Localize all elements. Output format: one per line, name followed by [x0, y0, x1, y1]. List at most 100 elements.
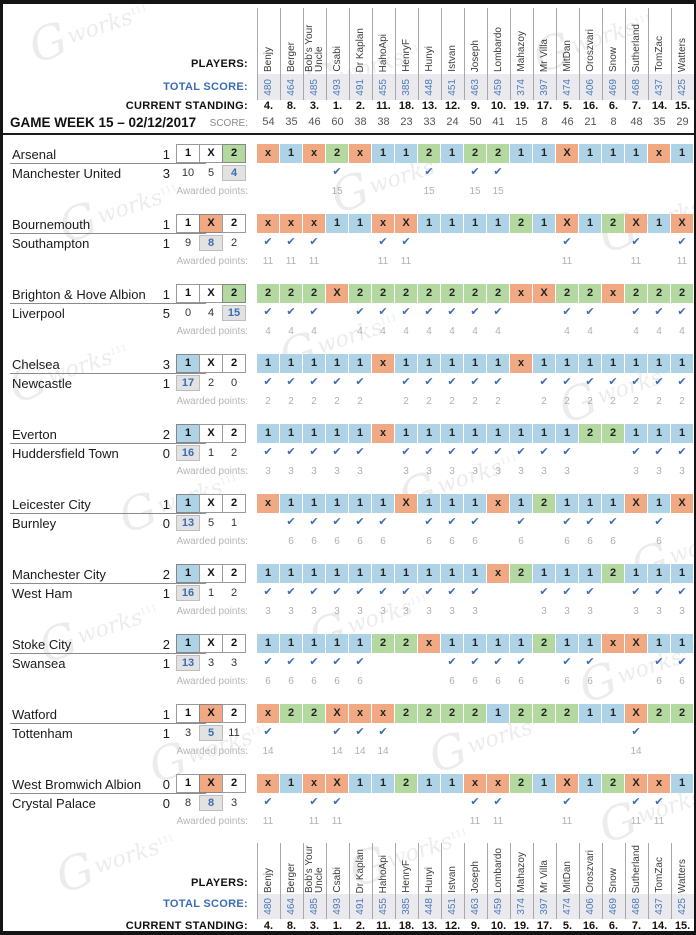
prediction-cell: 1 — [533, 774, 555, 793]
team-underline — [10, 653, 206, 654]
player-total-cell: 491 — [349, 74, 372, 100]
prediction-cell: 1 — [579, 704, 601, 723]
prediction-cell: 1 — [648, 564, 670, 583]
prediction-cell: 1 — [441, 774, 463, 793]
match-block: West Bromwich Albion 0 Crystal Palace 0 Awar… — [0, 774, 696, 844]
prediction-cell: 1 — [510, 424, 532, 443]
correct-check-icon: ✔ — [263, 726, 273, 738]
awarded-points-value: 11 — [308, 816, 320, 827]
column-divider — [326, 8, 327, 100]
correct-check-icon: ✔ — [424, 306, 434, 318]
prediction-cell: 1 — [464, 634, 486, 653]
prediction-cell: 1 — [280, 144, 302, 163]
player-name-cell: Sutherland — [625, 8, 648, 72]
team-underline — [10, 793, 206, 794]
prediction-cell: 1 — [671, 564, 693, 583]
home-team-score: 1 — [162, 497, 170, 512]
prediction-cell: 1 — [326, 634, 348, 653]
outcome-header-cell: 1 — [176, 284, 200, 303]
prediction-cell: 1 — [303, 424, 325, 443]
correct-check-icon: ✔ — [263, 446, 273, 458]
awarded-points-value: 6 — [518, 676, 524, 687]
column-divider — [303, 8, 304, 100]
prediction-cell: 2 — [671, 704, 693, 723]
away-team-score: 1 — [162, 236, 170, 251]
player-total-score: 448 — [424, 898, 435, 915]
prediction-cell: x — [487, 494, 509, 513]
correct-check-icon: ✔ — [562, 516, 572, 528]
correct-check-icon: ✔ — [539, 376, 549, 388]
awarded-points-value: 6 — [679, 676, 685, 687]
outcome-count: 1 — [207, 587, 215, 599]
player-name-cell: Benjy — [257, 8, 280, 72]
correct-check-icon: ✔ — [493, 376, 503, 388]
prediction-cell: 2 — [487, 144, 509, 163]
outcome-count: 5 — [199, 725, 223, 741]
correct-check-icon: ✔ — [631, 586, 641, 598]
player-total-cell: 385 — [395, 74, 418, 100]
player-total-cell: 469 — [602, 74, 625, 100]
player-total-score: 480 — [263, 78, 274, 96]
player-standing: 17. — [536, 920, 553, 932]
prediction-cell: 1 — [280, 634, 302, 653]
player-name: Csabi — [331, 46, 343, 72]
player-standing: 12. — [444, 100, 461, 112]
prediction-cell: 1 — [395, 564, 417, 583]
correct-check-icon: ✔ — [332, 166, 342, 178]
prediction-cell: 1 — [257, 354, 279, 373]
player-standing: 1. — [332, 920, 343, 932]
prediction-cell: X — [625, 634, 647, 653]
away-team-score: 3 — [162, 166, 170, 181]
player-week-score: 29 — [676, 116, 689, 128]
player-standing: 3. — [309, 100, 320, 112]
home-team-name: Manchester City — [12, 567, 106, 582]
prediction-cell: 2 — [349, 284, 371, 303]
player-standing: 15. — [674, 920, 691, 932]
outcome-count: 3 — [230, 797, 238, 809]
player-name-cell: Snow — [602, 8, 625, 72]
prediction-cell: 1 — [441, 564, 463, 583]
player-standing: 11. — [376, 100, 391, 112]
prediction-cell: 1 — [579, 354, 601, 373]
awarded-points-value: 2 — [288, 396, 294, 407]
prediction-cell: 2 — [579, 284, 601, 303]
prediction-cell: 2 — [533, 704, 555, 723]
player-name-cell: Csabi — [326, 8, 349, 72]
prediction-cell: 1 — [602, 144, 624, 163]
prediction-cell: 1 — [533, 214, 555, 233]
player-standing: 11. — [376, 920, 391, 932]
player-total-score: 474 — [562, 78, 573, 96]
correct-check-icon: ✔ — [608, 376, 618, 388]
player-total-cell: 455 — [372, 894, 395, 919]
player-name: HahoApi — [377, 33, 389, 72]
correct-check-icon: ✔ — [378, 516, 388, 528]
player-week-score: 48 — [630, 116, 643, 128]
prediction-cell: 1 — [418, 774, 440, 793]
home-team-score: 0 — [162, 777, 170, 792]
prediction-cell: 2 — [418, 144, 440, 163]
prediction-cell: 2 — [602, 774, 624, 793]
awarded-points-value: 14 — [354, 746, 366, 757]
player-name: Bob's Your Uncle — [303, 845, 325, 893]
home-team-name: Chelsea — [12, 357, 60, 372]
player-name: Berger — [285, 862, 297, 893]
awarded-points-value: 6 — [587, 536, 593, 547]
player-name-cell: Bob's Your Uncle — [303, 8, 326, 72]
prediction-cell: 1 — [510, 144, 532, 163]
prediction-cell: 1 — [556, 424, 578, 443]
column-divider — [579, 8, 580, 100]
awarded-points-label: Awarded points: — [176, 396, 248, 407]
outcome-count: 15 — [222, 305, 246, 321]
prediction-cell: x — [648, 144, 670, 163]
outcome-count: 1 — [207, 447, 215, 459]
correct-check-icon: ✔ — [355, 516, 365, 528]
awarded-points-value: 2 — [403, 396, 409, 407]
player-name-cell: Benjy — [257, 843, 280, 893]
away-team-name: Burnley — [12, 516, 57, 531]
awarded-points-value: 2 — [426, 396, 432, 407]
prediction-cell: 1 — [464, 564, 486, 583]
player-week-score: 38 — [354, 116, 367, 128]
player-name: Sutherland — [630, 23, 642, 72]
awarded-points-value: 3 — [288, 466, 294, 477]
prediction-cell: 1 — [395, 144, 417, 163]
